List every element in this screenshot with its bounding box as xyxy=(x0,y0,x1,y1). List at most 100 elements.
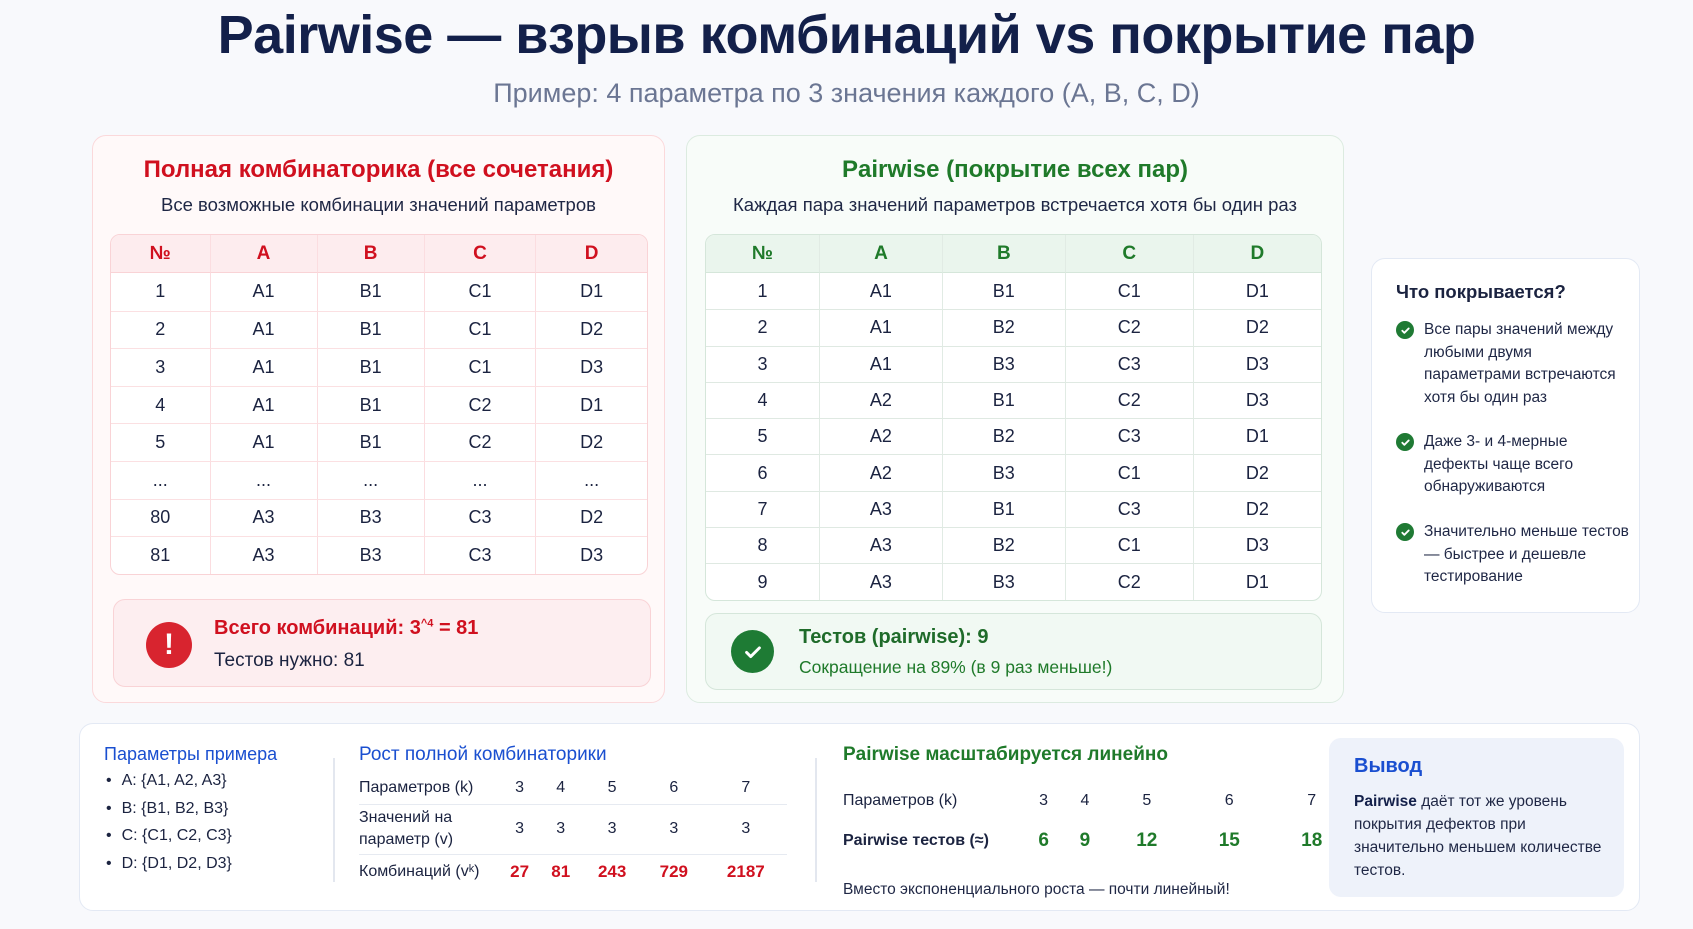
table-cell: B3 xyxy=(941,563,1065,600)
cell: 7 xyxy=(1307,792,1317,809)
cell: 5 xyxy=(1142,792,1152,809)
cell: 243 xyxy=(597,862,627,882)
cell: 3 xyxy=(499,772,541,805)
coverage-item: Значительно меньше тестов — быстрее и де… xyxy=(1396,521,1631,589)
table-cell: C2 xyxy=(1064,309,1193,346)
pairwise-result-box: Тестов (pairwise): 9 Сокращение на 89% (… xyxy=(705,613,1322,690)
coverage-title: Что покрывается? xyxy=(1396,281,1566,302)
table-cell: D3 xyxy=(1192,345,1321,382)
table-cell: A1 xyxy=(209,273,317,311)
table-cell: 3 xyxy=(111,348,210,386)
cell: 3 xyxy=(499,804,541,855)
table-cell: C2 xyxy=(423,385,536,424)
table-cell: B2 xyxy=(941,527,1065,564)
cell: 2187 xyxy=(726,862,765,882)
table-cell: 81 xyxy=(111,536,210,574)
table-cell: B1 xyxy=(941,490,1065,528)
check-icon xyxy=(1396,433,1414,451)
cell: 3 xyxy=(642,804,705,855)
table-cell: 4 xyxy=(706,381,820,418)
table-cell: 2 xyxy=(706,309,820,345)
table-cell: A1 xyxy=(209,348,317,386)
pairwise-table: № A B C D 1 A1 B1 C1 D1 2 A1 B2 C2 D2 3 A1 B3 C3 D3 4 A2… xyxy=(705,234,1322,601)
table-cell: 2 xyxy=(111,310,210,349)
table-cell: B3 xyxy=(941,345,1065,382)
full-card-title: Полная комбинаторика (все сочетания) xyxy=(143,156,614,183)
table-cell: D1 xyxy=(535,385,647,424)
table-cell: A1 xyxy=(209,385,317,424)
table-cell: 7 xyxy=(706,490,820,527)
cell: 3 xyxy=(1039,792,1049,809)
table-row: 80 A3 B3 C3 D2 xyxy=(111,498,647,537)
scale-note: Вместо экспоненциального роста — почти л… xyxy=(843,881,1230,898)
conclusion-bold: Pairwise xyxy=(1354,793,1417,810)
table-row: 5 A1 B1 C2 D2 xyxy=(111,423,647,461)
table-row: 4 A1 B1 C2 D1 xyxy=(111,385,647,424)
cell: 12 xyxy=(1136,830,1158,851)
params-list: A: {A1, A2, A3} B: {B1, B2, B3} C: {C1, … xyxy=(106,772,232,882)
cell: 5 xyxy=(581,772,643,805)
check-icon xyxy=(1396,523,1414,541)
row-label: Параметров (k) xyxy=(359,772,499,805)
growth-row-k: Параметров (k) 3 4 5 6 7 xyxy=(359,772,787,805)
col-header-b: B xyxy=(941,235,1065,273)
col-header-c: C xyxy=(1064,235,1193,273)
pairwise-card-subtitle: Каждая пара значений параметров встречае… xyxy=(733,194,1297,215)
col-header-a: A xyxy=(819,235,942,273)
table-cell: C1 xyxy=(1064,527,1193,564)
cell: 4 xyxy=(540,772,582,805)
table-cell: A3 xyxy=(819,490,942,528)
pairwise-scale-title: Pairwise масштабируется линейно xyxy=(843,744,1168,765)
exclamation-icon: ! xyxy=(146,622,192,668)
table-cell: A2 xyxy=(819,418,942,455)
table-cell: B3 xyxy=(941,454,1065,491)
table-cell: D1 xyxy=(535,273,647,311)
col-header-number: № xyxy=(111,235,210,273)
full-card-subtitle: Все возможные комбинации значений параме… xyxy=(161,194,596,215)
table-cell: C3 xyxy=(1064,418,1193,455)
table-cell: C1 xyxy=(1064,454,1193,491)
table-row: 6 A2 B3 C1 D2 xyxy=(706,454,1321,491)
divider xyxy=(333,758,335,882)
table-cell: A3 xyxy=(819,527,942,564)
table-cell: A1 xyxy=(819,309,942,346)
table-row: 7 A3 B1 C3 D2 xyxy=(706,490,1321,528)
table-cell: D2 xyxy=(535,310,647,349)
table-cell: A1 xyxy=(819,345,942,382)
table-cell: B1 xyxy=(316,310,424,349)
table-cell: C2 xyxy=(1064,381,1193,419)
cell: 6 xyxy=(642,772,705,805)
coverage-item-text: Даже 3- и 4-мерные дефекты чаще всего об… xyxy=(1424,433,1574,495)
table-cell: C2 xyxy=(1064,563,1193,600)
page-title: Pairwise — взрыв комбинаций vs покрытие … xyxy=(217,5,1476,65)
table-row: 81 A3 B3 C3 D3 xyxy=(111,536,647,574)
scale-row-k: Параметров (k) 3 4 5 6 7 xyxy=(843,782,1353,820)
table-cell: B1 xyxy=(316,348,424,386)
table-cell: 3 xyxy=(706,345,820,382)
table-cell: C1 xyxy=(1064,273,1193,310)
row-label: Комбинаций (vᵏ) xyxy=(359,863,480,881)
table-cell: C1 xyxy=(423,310,536,349)
table-cell: D2 xyxy=(1192,309,1321,346)
growth-row-v: Значений на параметр (v) 3 3 3 3 3 xyxy=(359,804,787,855)
coverage-item: Все пары значений между любыми двумя пар… xyxy=(1396,319,1631,409)
row-label: Pairwise тестов (≈) xyxy=(843,832,989,849)
cell: 729 xyxy=(659,862,689,882)
table-row: 8 A3 B2 C1 D3 xyxy=(706,527,1321,564)
table-cell: A1 xyxy=(209,423,317,461)
total-result: = 81 xyxy=(433,617,479,639)
table-cell: C3 xyxy=(1064,345,1193,382)
cell: 4 xyxy=(1080,792,1090,809)
col-header-number: № xyxy=(706,235,820,273)
conclusion-title: Вывод xyxy=(1354,755,1423,777)
param-item: C: {C1, C2, C3} xyxy=(106,827,232,855)
cell: 9 xyxy=(1079,830,1091,851)
table-cell: D2 xyxy=(1192,454,1321,491)
total-combinations-alert: ! Всего комбинаций: 3^4 = 81 Тестов нужн… xyxy=(113,599,651,687)
table-row: 1 A1 B1 C1 D1 xyxy=(706,273,1321,310)
table-cell: D1 xyxy=(1192,418,1321,455)
full-combinations-table: № A B C D 1 A1 B1 C1 D1 2 A1 B1 C1 D2 3 A1 B1 C1 D3 4 A1… xyxy=(110,234,648,575)
conclusion-text: Pairwise даёт тот же уровень покрытия де… xyxy=(1354,790,1614,882)
table-cell: B3 xyxy=(316,536,424,574)
divider xyxy=(815,758,817,882)
